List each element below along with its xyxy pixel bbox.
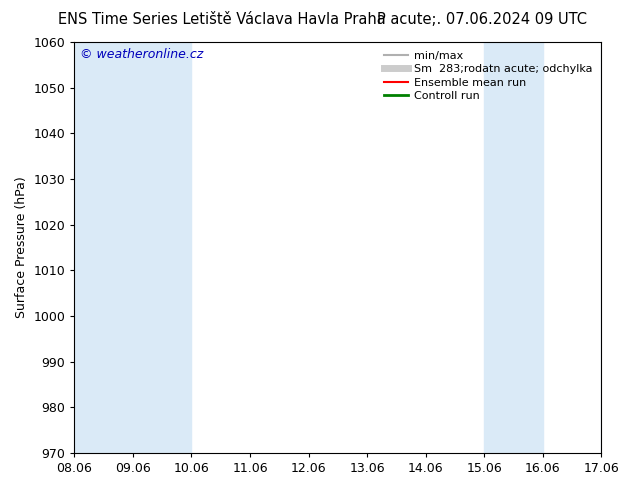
Legend: min/max, Sm  283;rodatn acute; odchylka, Ensemble mean run, Controll run: min/max, Sm 283;rodatn acute; odchylka, … xyxy=(380,48,595,104)
Bar xyxy=(74,42,191,453)
Text: © weatheronline.cz: © weatheronline.cz xyxy=(80,48,203,61)
Y-axis label: Surface Pressure (hPa): Surface Pressure (hPa) xyxy=(15,176,28,318)
Bar xyxy=(484,42,543,453)
Bar xyxy=(601,42,630,453)
Text: P acute;. 07.06.2024 09 UTC: P acute;. 07.06.2024 09 UTC xyxy=(377,12,587,27)
Text: ENS Time Series Letiště Václava Havla Praha: ENS Time Series Letiště Václava Havla Pr… xyxy=(58,12,385,27)
